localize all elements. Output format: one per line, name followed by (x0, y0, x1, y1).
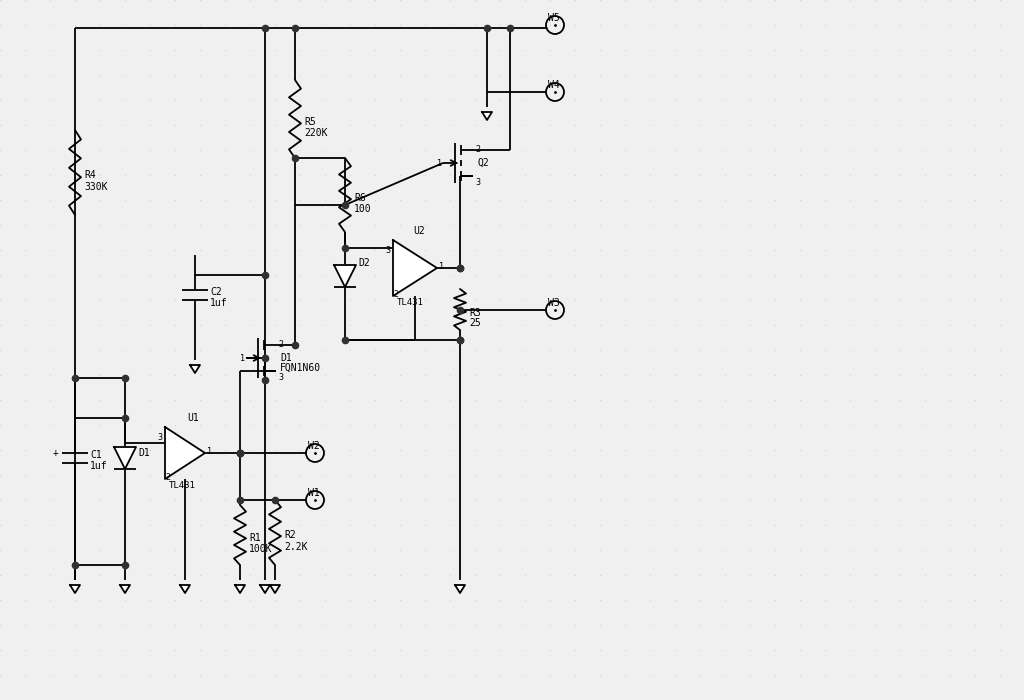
Polygon shape (180, 585, 190, 593)
Text: R1: R1 (249, 533, 261, 543)
Text: 1uf: 1uf (210, 298, 227, 308)
Text: 3: 3 (385, 246, 390, 255)
Polygon shape (270, 585, 280, 593)
Polygon shape (234, 585, 245, 593)
Polygon shape (455, 585, 465, 593)
Text: C1: C1 (90, 450, 101, 460)
Text: 100K: 100K (249, 544, 272, 554)
Text: R6: R6 (354, 193, 366, 203)
Text: R4: R4 (84, 171, 96, 181)
Text: TL431: TL431 (169, 481, 196, 490)
Text: FQN1N60: FQN1N60 (280, 363, 322, 373)
Polygon shape (334, 265, 356, 287)
Text: W3: W3 (548, 298, 560, 308)
Polygon shape (190, 365, 200, 373)
Text: TL431: TL431 (396, 298, 424, 307)
Text: 1uf: 1uf (90, 461, 108, 471)
Polygon shape (482, 112, 492, 120)
Text: R2: R2 (284, 531, 296, 540)
Text: W2: W2 (308, 441, 319, 451)
Text: 100: 100 (354, 204, 372, 214)
Text: 1: 1 (240, 354, 245, 363)
Text: U1: U1 (187, 413, 199, 423)
Text: W4: W4 (548, 80, 560, 90)
Text: 1: 1 (439, 262, 444, 271)
Text: 2: 2 (475, 145, 480, 154)
Text: 3: 3 (475, 178, 480, 187)
Text: 330K: 330K (84, 181, 108, 192)
Text: 1: 1 (437, 159, 442, 168)
Text: 2.2K: 2.2K (284, 542, 307, 552)
Text: 2: 2 (278, 340, 283, 349)
Text: D1: D1 (138, 448, 150, 458)
Text: R5: R5 (304, 117, 315, 127)
Text: 1: 1 (207, 447, 212, 456)
Polygon shape (120, 585, 130, 593)
Polygon shape (393, 240, 437, 296)
Text: 220K: 220K (304, 128, 328, 138)
Text: 2: 2 (165, 473, 170, 482)
Text: W5: W5 (548, 13, 560, 23)
Text: 2: 2 (393, 290, 398, 299)
Text: W1: W1 (308, 488, 319, 498)
Polygon shape (114, 447, 136, 469)
Text: D1: D1 (280, 353, 292, 363)
Text: Q2: Q2 (477, 158, 488, 168)
Text: +: + (53, 448, 58, 458)
Polygon shape (260, 585, 270, 593)
Polygon shape (165, 427, 205, 479)
Text: 3: 3 (157, 433, 162, 442)
Polygon shape (70, 585, 80, 593)
Text: 3: 3 (278, 373, 283, 382)
Text: U2: U2 (413, 226, 425, 236)
Text: 25: 25 (469, 318, 480, 328)
Text: C2: C2 (210, 287, 222, 297)
Text: D2: D2 (358, 258, 370, 268)
Text: R3: R3 (469, 307, 480, 318)
